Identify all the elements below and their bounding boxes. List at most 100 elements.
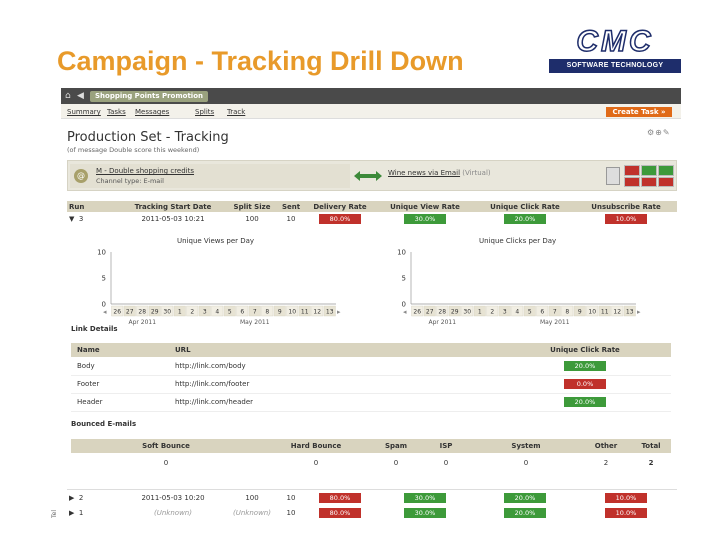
scroll-left-icon[interactable]: ◂ (103, 308, 107, 316)
x-tick-label: 4 (215, 309, 219, 316)
x-tick-label: 11 (601, 309, 609, 316)
channel-row: @ M - Double shopping credits Channel ty… (67, 160, 677, 191)
x-tick-label: 28 (438, 309, 446, 316)
status-cell (658, 165, 674, 176)
status-cell (624, 176, 640, 187)
col-other[interactable]: Other (581, 439, 631, 453)
nav-messages[interactable]: Messages (135, 108, 170, 116)
x-tick-cell (161, 305, 174, 317)
channel-type: Channel type: E-mail (96, 177, 164, 185)
table-row[interactable]: ▼ 3 2011-05-03 10:21 100 10 80.0% 30.0% … (67, 212, 677, 226)
scroll-left-icon[interactable]: ◂ (403, 308, 407, 316)
click-cell: 20.0% (475, 505, 575, 520)
x-tick-label: 3 (203, 309, 207, 316)
system-value: 0 (523, 459, 529, 467)
delivery-rate-badge: 80.0% (319, 507, 361, 518)
x-tick-cell (523, 305, 536, 317)
run-cell[interactable]: ▶ 1 (67, 505, 119, 520)
col-isp[interactable]: ISP (421, 439, 471, 453)
table-row[interactable]: ▶ 2 2011-05-03 10:20 100 10 80.0% 30.0% … (67, 490, 677, 505)
campaign-title-tab[interactable]: Shopping Points Promotion (90, 91, 208, 102)
x-tick-cell (123, 305, 136, 317)
create-task-button[interactable]: Create Task » (606, 107, 672, 117)
col-link-click-rate[interactable]: Unique Click Rate (499, 343, 671, 357)
x-tick-label: 11 (301, 309, 309, 316)
run-cell[interactable]: ▼ 3 (67, 212, 119, 226)
x-tick-cell (298, 305, 311, 317)
col-link-name[interactable]: Name (71, 343, 169, 357)
link-details-title: Link Details (71, 325, 118, 333)
page-tool-icons[interactable]: ⚙⊕✎ (647, 128, 671, 137)
x-tick-cell (511, 305, 524, 317)
linked-channel[interactable]: Wine news via Email (Virtual) (388, 169, 491, 177)
col-spam[interactable]: Spam (371, 439, 421, 453)
scroll-right-icon[interactable]: ▸ (637, 308, 641, 316)
col-start-date[interactable]: Tracking Start Date (119, 201, 227, 212)
x-tick-cell (611, 305, 624, 317)
linked-channel-name[interactable]: Wine news via Email (388, 169, 461, 177)
col-split-size[interactable]: Split Size (227, 201, 277, 212)
link-url[interactable]: http://link.com/footer (169, 375, 499, 394)
hard-bounce-value: 0 (313, 459, 319, 467)
x-tick-cell (436, 305, 449, 317)
col-view-rate[interactable]: Unique View Rate (375, 201, 475, 212)
nav-tasks[interactable]: Tasks (107, 108, 126, 116)
sent-count: 10 (286, 493, 296, 502)
link-url[interactable]: http://link.com/body (169, 357, 499, 376)
y-tick-label: 0 (402, 301, 406, 309)
x-tick-label: 2 (190, 309, 194, 316)
channel-name[interactable]: M - Double shopping credits (96, 167, 195, 175)
back-icon[interactable]: ◀ (77, 91, 84, 101)
status-cell (641, 165, 657, 176)
month-label: Apr 2011 (428, 319, 456, 326)
x-tick-label: 9 (278, 309, 282, 316)
x-tick-label: 27 (426, 309, 434, 316)
document-icon[interactable] (606, 167, 620, 185)
x-tick-cell (486, 305, 499, 317)
x-tick-cell (598, 305, 611, 317)
y-tick-label: 5 (102, 275, 106, 283)
col-run[interactable]: Run (67, 201, 119, 212)
table-row[interactable]: ▶ 1 (Unknown) (Unknown) 10 80.0% 30.0% 2… (67, 505, 677, 520)
col-hard-bounce[interactable]: Hard Bounce (261, 439, 371, 453)
slide-title: Campaign - Tracking Drill Down (57, 46, 464, 76)
col-system[interactable]: System (471, 439, 581, 453)
bounced-table: Soft Bounce Hard Bounce Spam ISP System … (71, 439, 671, 473)
link-url[interactable]: http://link.com/header (169, 393, 499, 412)
scroll-right-icon[interactable]: ▸ (337, 308, 341, 316)
expand-arrow-icon[interactable]: ▶ (69, 493, 75, 502)
delivery-cell: 80.0% (305, 212, 375, 226)
x-tick-cell (248, 305, 261, 317)
nav-summary[interactable]: Summary (67, 108, 101, 116)
link-rate-cell: 20.0% (499, 357, 671, 376)
x-tick-label: 7 (553, 309, 557, 316)
nav-track[interactable]: Track (227, 108, 246, 116)
channel-box[interactable]: @ M - Double shopping credits Channel ty… (70, 164, 350, 188)
col-sent[interactable]: Sent (277, 201, 305, 212)
col-soft-bounce[interactable]: Soft Bounce (71, 439, 261, 453)
col-delivery-rate[interactable]: Delivery Rate (305, 201, 375, 212)
sent-count: 10 (286, 508, 296, 517)
x-tick-label: 5 (528, 309, 532, 316)
col-unsub-rate[interactable]: Unsubscribe Rate (575, 201, 677, 212)
expand-arrow-icon[interactable]: ▶ (69, 508, 75, 517)
collapse-arrow-icon[interactable]: ▼ (69, 215, 75, 223)
view-cell: 30.0% (375, 490, 475, 505)
home-icon[interactable]: ⌂ (65, 91, 71, 101)
top-bar: ⌂ ◀ Shopping Points Promotion (61, 88, 681, 104)
view-rate-badge: 30.0% (404, 492, 446, 503)
x-tick-cell (573, 305, 586, 317)
views-chart-title: Unique Views per Day (177, 237, 255, 245)
delivery-rate-badge: 80.0% (319, 492, 361, 503)
x-tick-cell (323, 305, 336, 317)
run-cell[interactable]: ▶ 2 (67, 490, 119, 505)
view-rate-badge: 30.0% (404, 507, 446, 518)
delivery-cell: 80.0% (305, 505, 375, 520)
x-tick-cell (448, 305, 461, 317)
nav-splits[interactable]: Splits (195, 108, 215, 116)
x-tick-cell (536, 305, 549, 317)
col-click-rate[interactable]: Unique Click Rate (475, 201, 575, 212)
col-link-url[interactable]: URL (169, 343, 499, 357)
x-tick-label: 6 (240, 309, 244, 316)
col-total[interactable]: Total (631, 439, 671, 453)
